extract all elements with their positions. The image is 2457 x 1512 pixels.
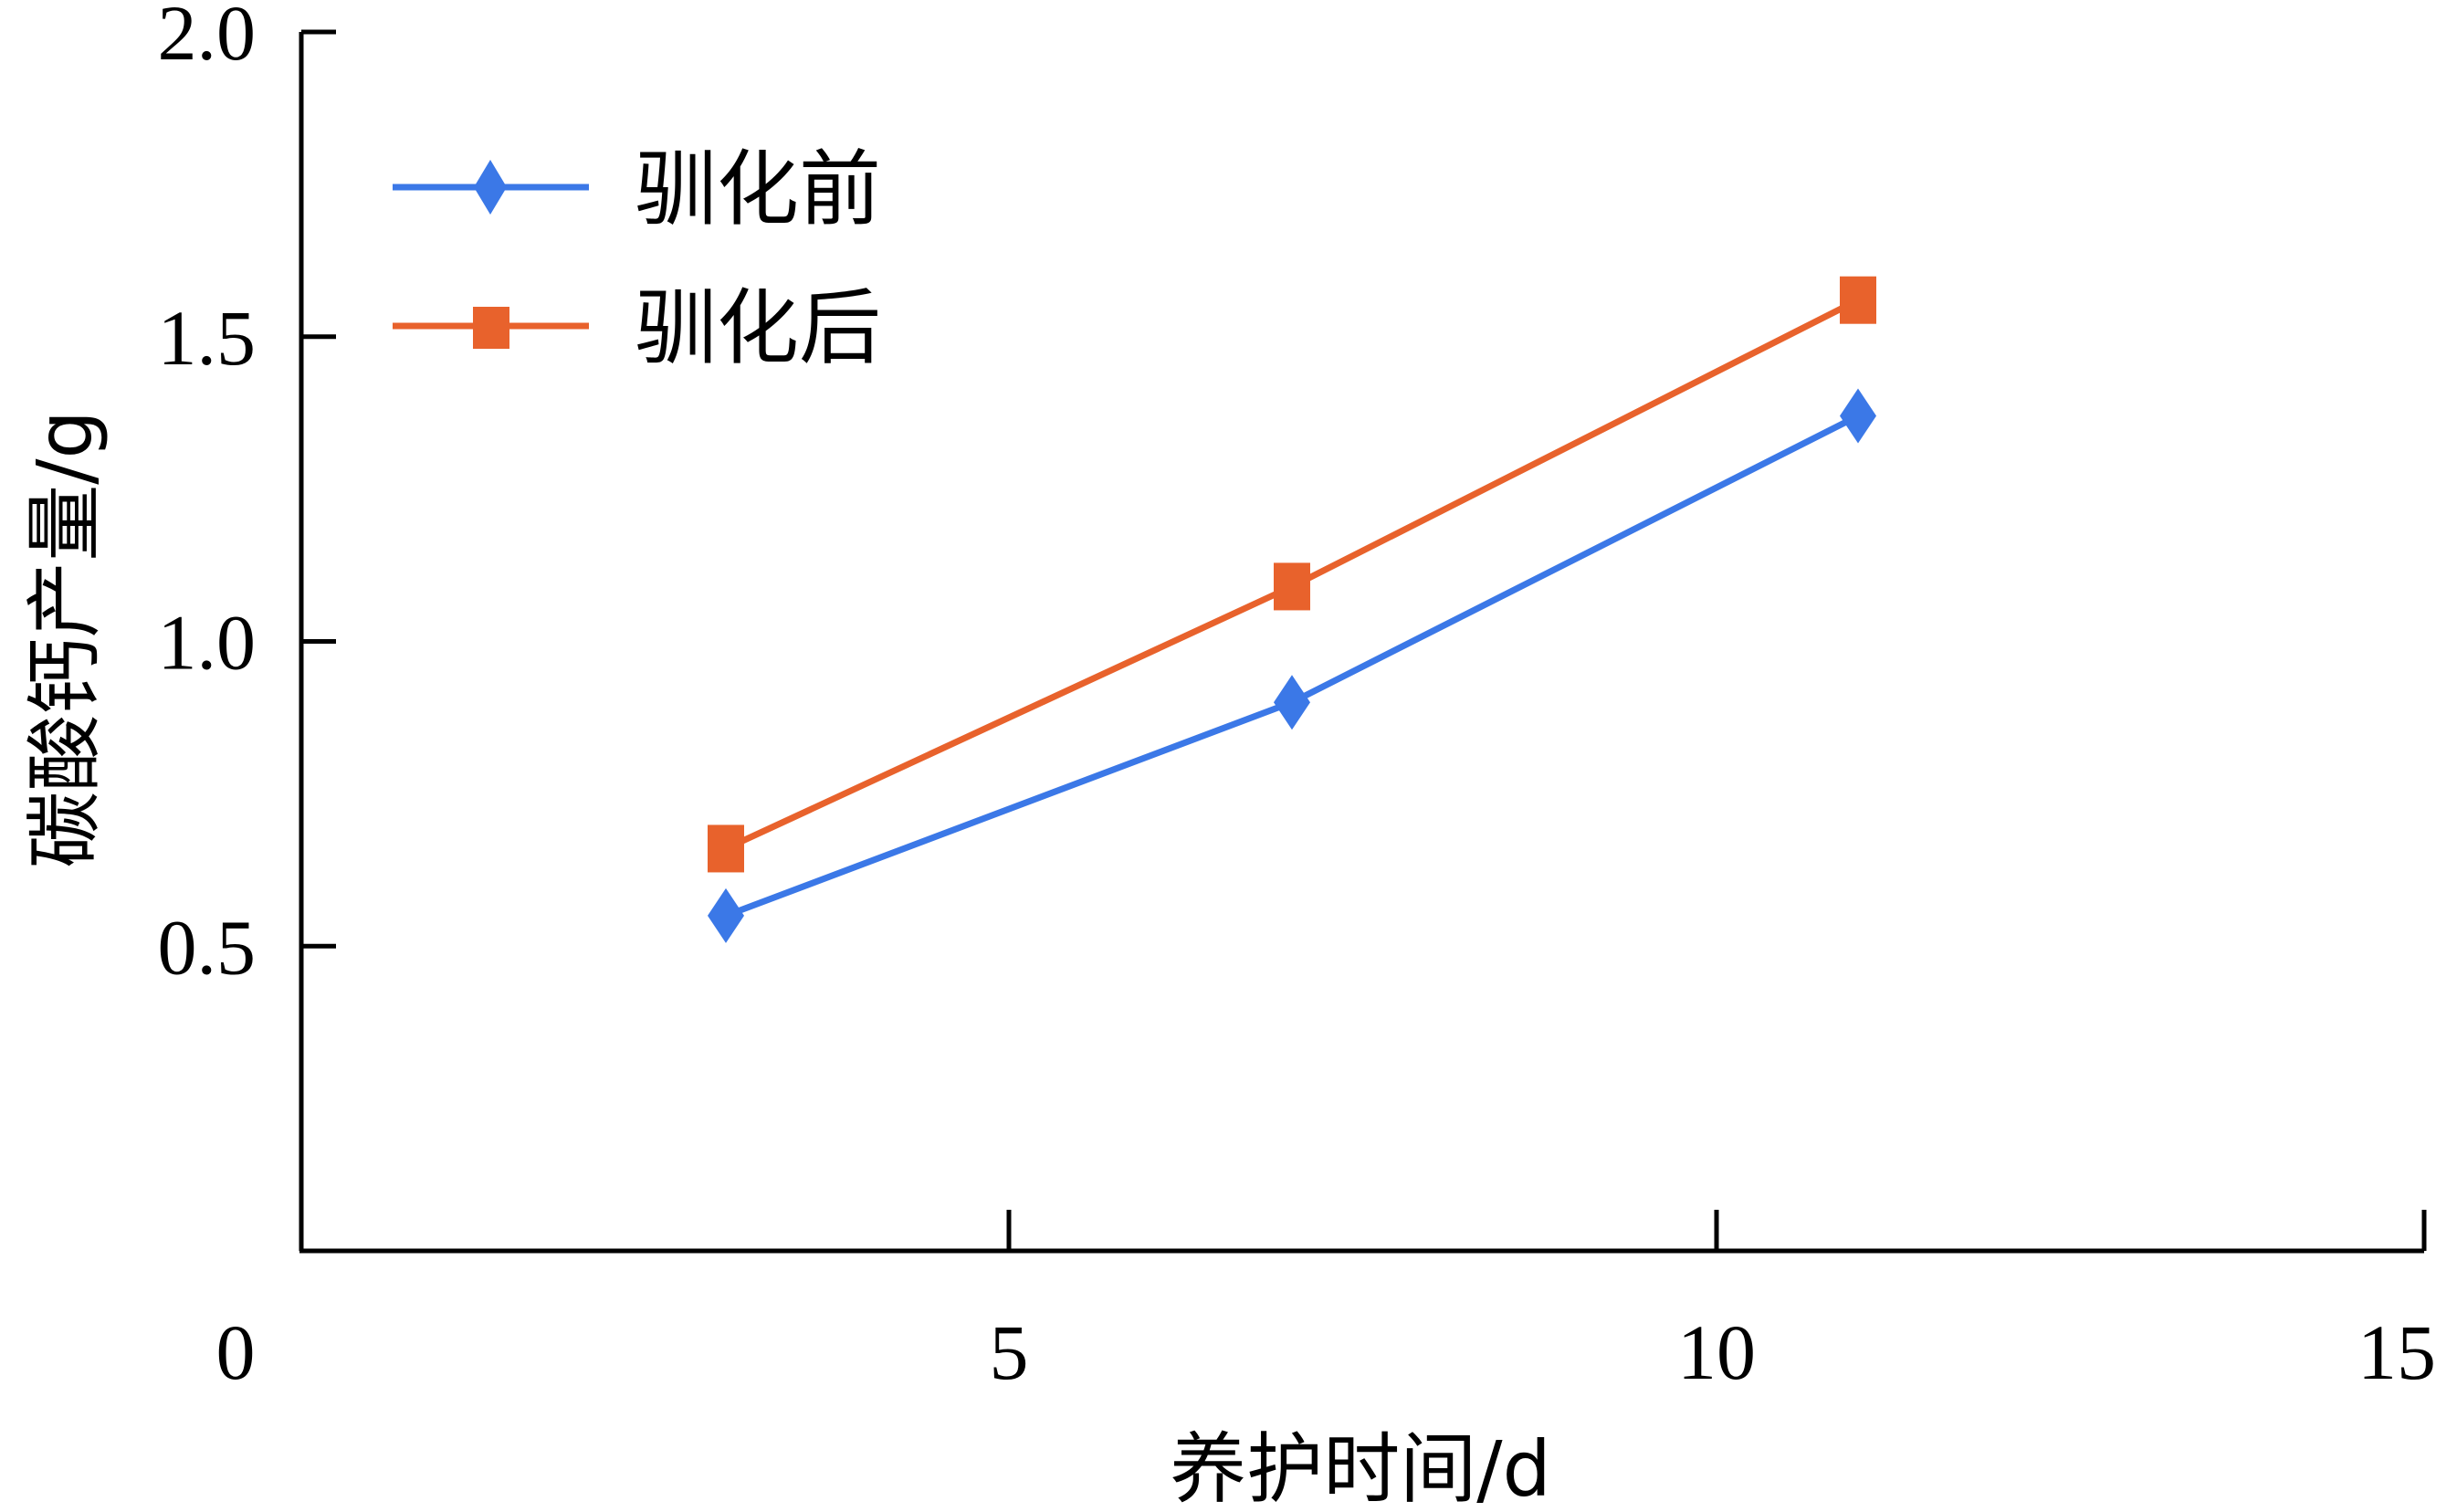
data-point-diamond — [1840, 388, 1876, 444]
x-tick-label: 15 — [2357, 1308, 2436, 1396]
y-tick-label: 0.5 — [158, 903, 257, 991]
legend-label-before: 驯化前 — [635, 142, 881, 237]
legend-diamond-marker — [474, 160, 507, 215]
data-point-square — [1840, 276, 1876, 324]
x-tick-label: 0 — [216, 1308, 256, 1396]
x-axis-title: 养护时间/d — [1170, 1424, 1551, 1512]
axes — [299, 32, 2424, 1254]
series-layer — [708, 276, 1876, 943]
data-point-diamond — [708, 887, 744, 943]
y-tick-label: 1.5 — [158, 294, 257, 382]
legend-label-after: 驯化后 — [635, 280, 881, 376]
x-ticks: 0 5 10 15 — [216, 1210, 2436, 1396]
data-point-diamond — [1274, 675, 1310, 730]
legend-square-marker — [473, 307, 509, 349]
series-0 — [708, 388, 1876, 943]
x-tick-label: 5 — [990, 1308, 1029, 1396]
series-1 — [708, 276, 1876, 873]
y-axis-title: 碳酸钙产量/g — [20, 410, 110, 868]
x-tick-label: 10 — [1677, 1308, 1756, 1396]
legend: 驯化前 驯化后 — [393, 142, 881, 376]
data-point-square — [708, 824, 744, 873]
legend-entry-after: 驯化后 — [393, 280, 881, 376]
legend-entry-before: 驯化前 — [393, 142, 881, 237]
y-tick-label: 2.0 — [158, 0, 257, 77]
data-point-square — [1274, 562, 1310, 611]
series-line — [724, 413, 1860, 919]
y-ticks: 0.5 1.0 1.5 2.0 — [158, 0, 336, 991]
y-tick-label: 1.0 — [158, 599, 257, 687]
